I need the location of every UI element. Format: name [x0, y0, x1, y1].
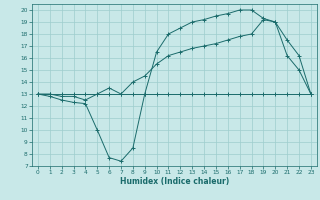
- X-axis label: Humidex (Indice chaleur): Humidex (Indice chaleur): [120, 177, 229, 186]
